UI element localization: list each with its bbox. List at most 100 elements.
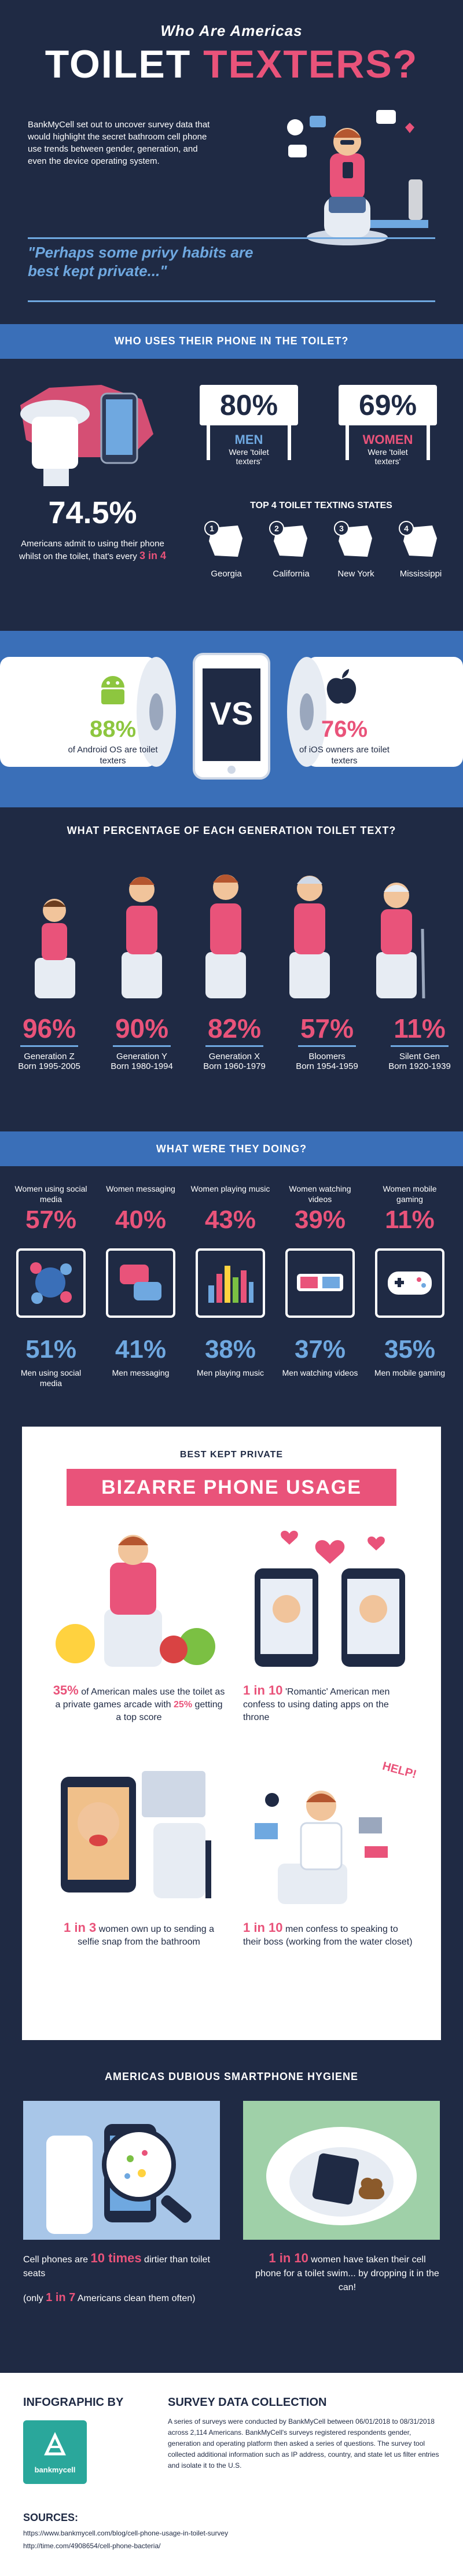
- hygiene-right-text: 1 in 10 women have taken their cell phon…: [255, 2251, 440, 2295]
- card4-text-body: men confess to speaking to their boss (w…: [243, 1924, 413, 1947]
- card2-text-body: 'Romantic' American men confess to using…: [243, 1687, 390, 1722]
- header-kicker: Who Are Americas: [160, 22, 303, 39]
- generation-divider: [298, 1045, 356, 1047]
- gamer-on-toilet-illustration: [56, 1535, 215, 1667]
- card4-text: 1 in 10 men confess to speaking to their…: [243, 1921, 417, 1949]
- survey-heading: SURVEY DATA COLLECTION: [168, 2396, 327, 2409]
- toilet-and-phone-illustration: [20, 385, 153, 486]
- hygiene-left-a: Cell phones are: [23, 2255, 89, 2265]
- generation-name: Generation Y: [116, 1052, 168, 1061]
- state-name: New York: [337, 569, 374, 579]
- who-heading: WHO USES THEIR PHONE IN THE TOILET?: [114, 335, 349, 347]
- generation-item: 57% Bloomers Born 1954-1959: [286, 1013, 368, 1071]
- bizarre-section: BEST KEPT PRIVATE BIZARRE PHONE USAGE 35…: [0, 1401, 463, 2055]
- footer-section: INFOGRAPHIC BY bankmycell SURVEY DATA CO…: [0, 2373, 463, 2576]
- generation-years: Born 1920-1939: [388, 1061, 451, 1071]
- activity-icon-box: [16, 1248, 86, 1318]
- state-name: Mississippi: [399, 569, 442, 579]
- women-stat: 69% WOMEN Were 'toilet texters': [339, 385, 437, 472]
- activity-women-label: Women playing music: [190, 1184, 270, 1193]
- poop-icon: [358, 2177, 385, 2199]
- state-item: 3 New York: [324, 521, 388, 579]
- women-label: WOMEN: [362, 432, 413, 447]
- title-word-toilet: TOILET: [45, 42, 192, 86]
- activity-item: Women mobile gaming 11% 35% Men mobile gami…: [369, 1184, 450, 1398]
- men-label: MEN: [234, 432, 263, 447]
- android-icon: [101, 676, 124, 704]
- hygiene-right-highlight: 1 in 10: [269, 2251, 308, 2265]
- hygiene-left-note: (only 1 in 7 Americans clean them often): [23, 2291, 220, 2306]
- silent-gen-figure: [376, 883, 425, 999]
- activity-women-pct: 39%: [294, 1206, 346, 1234]
- generation-heading: WHAT PERCENTAGE OF EACH GENERATION TOILE…: [67, 825, 396, 836]
- generation-name: Bloomers: [308, 1052, 346, 1061]
- activity-men-label: Men playing music: [197, 1368, 264, 1377]
- selfie-illustration: [61, 1771, 211, 1898]
- card1-pct: 35%: [53, 1683, 79, 1697]
- card1-text: 35% of American males use the toilet as …: [52, 1684, 226, 1724]
- generation-years: Born 1980-1994: [111, 1061, 173, 1071]
- sources-heading: SOURCES:: [23, 2512, 79, 2523]
- activity-item: Women playing music 43% 38% Men playing mus…: [190, 1184, 271, 1398]
- activity-men-pct: 38%: [204, 1335, 256, 1364]
- magnifier-icon: [102, 2127, 176, 2202]
- women-caption: Were 'toilet texters': [368, 447, 408, 466]
- man-on-toilet-illustration: [287, 110, 428, 245]
- women-pct: 69%: [339, 385, 437, 425]
- survey-text: A series of surveys were conducted by Ba…: [168, 2417, 439, 2470]
- overall-caption-text: Americans admit to using their phone whi…: [19, 539, 164, 561]
- activity-icon-box: [375, 1248, 444, 1318]
- mushroom-figure: [160, 1636, 188, 1663]
- generation-years: Born 1960-1979: [203, 1061, 266, 1071]
- gen-x-figure: [205, 874, 246, 998]
- vs-text: VS: [210, 695, 253, 732]
- state-rank: 3: [334, 521, 349, 536]
- generation-pct: 11%: [394, 1013, 446, 1043]
- gen-z-figure: [35, 899, 75, 998]
- intro-text: BankMyCell set out to uncover survey dat…: [28, 120, 210, 166]
- activity-men-pct: 51%: [25, 1335, 77, 1364]
- generation-divider: [113, 1045, 171, 1047]
- boomer-figure: [289, 876, 330, 998]
- activity-men-pct: 35%: [384, 1335, 436, 1364]
- header-title: TOILET TEXTERS?: [0, 42, 463, 87]
- activity-women-pct: 11%: [385, 1206, 435, 1234]
- android-pct: 88%: [89, 716, 137, 742]
- toilet-rolls-illustration: [0, 653, 463, 780]
- who-heading-band: WHO USES THEIR PHONE IN THE TOILET?: [0, 324, 463, 359]
- activity-women-pct: 57%: [25, 1206, 77, 1234]
- states-list: 1 Georgia 2 California 3 New York 4 Mississippi: [194, 521, 454, 590]
- source-link-2[interactable]: http://time.com/4908654/cell-phone-bacte…: [23, 2542, 161, 2550]
- apple-icon: [326, 669, 357, 704]
- working-boss-illustration: [255, 1791, 388, 1904]
- state-rank: 2: [269, 521, 284, 536]
- state-item: 2 California: [259, 521, 324, 579]
- generation-divider: [391, 1045, 449, 1047]
- activity-icon-box: [196, 1248, 265, 1318]
- state-item: 4 Mississippi: [388, 521, 453, 579]
- activity-icon-box: [285, 1248, 355, 1318]
- activity-item: Women watching videos 39% 37% Men watching …: [280, 1184, 361, 1398]
- activity-men-pct: 41%: [115, 1335, 167, 1364]
- ios-pct: 76%: [321, 716, 368, 742]
- generation-name: Generation Z: [24, 1052, 75, 1061]
- activity-men-label: Men mobile gaming: [374, 1368, 446, 1377]
- bankmycell-logo: bankmycell: [23, 2420, 87, 2484]
- pikachu-figure: [56, 1624, 95, 1663]
- 3d-glasses-icon: [297, 1274, 343, 1291]
- header-section: Who Are Americas TOILET TEXTERS? BankMyC…: [0, 0, 463, 324]
- bizarre-card: [22, 1427, 441, 2040]
- os-section: VS 88% of Android OS are toilet texters …: [0, 631, 463, 807]
- source-link-1[interactable]: https://www.bankmycell.com/blog/cell-pho…: [23, 2529, 229, 2537]
- state-item: 1 Georgia: [194, 521, 259, 579]
- generation-item: 11% Silent Gen Born 1920-1939: [379, 1013, 460, 1071]
- hygiene-left-text: Cell phones are 10 times dirtier than to…: [23, 2251, 220, 2281]
- equalizer-icon: [208, 1266, 253, 1303]
- card3-text-body: women own up to sending a selfie snap fr…: [78, 1924, 214, 1947]
- state-rank: 1: [204, 521, 219, 536]
- generation-section: WHAT PERCENTAGE OF EACH GENERATION TOILE…: [0, 807, 463, 1131]
- women-sign-holders: [346, 425, 430, 460]
- hygiene-left-highlight: 10 times: [90, 2251, 142, 2265]
- activity-item: Women using social media 57% 51% Men using …: [10, 1184, 91, 1398]
